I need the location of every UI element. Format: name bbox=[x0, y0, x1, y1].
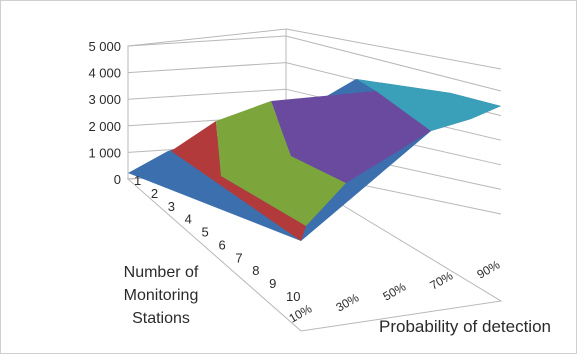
stations-tick-label: 10 bbox=[286, 289, 300, 304]
stations-axis-title-line: Monitoring bbox=[124, 287, 199, 304]
z-tick-label: 0 bbox=[114, 172, 121, 187]
z-gridline bbox=[127, 35, 502, 92]
surface-band-purple bbox=[271, 91, 431, 183]
z-tick-label: 2 000 bbox=[88, 119, 121, 134]
probability-axis-title: Probability of detection bbox=[379, 317, 551, 336]
stations-tick-label: 9 bbox=[269, 276, 276, 291]
stations-tick-label: 7 bbox=[235, 250, 242, 265]
z-tick-label: 5 000 bbox=[88, 39, 121, 54]
stations-tick-label: 6 bbox=[218, 237, 225, 252]
stations-tick-label: 5 bbox=[202, 225, 209, 240]
stations-tick-label: 3 bbox=[168, 199, 175, 214]
probability-tick-label: 90% bbox=[475, 257, 503, 281]
stations-axis-title-line: Number of bbox=[124, 264, 199, 281]
stations-axis-title: Number of Monitoring Stations bbox=[124, 264, 199, 327]
z-tick-label: 3 000 bbox=[88, 92, 121, 107]
stations-tick-label: 4 bbox=[185, 212, 192, 227]
surface-band-teal bbox=[356, 79, 501, 131]
z-tick-label: 1 000 bbox=[88, 145, 121, 160]
stations-tick-label: 8 bbox=[252, 263, 259, 278]
stations-tick-label: 1 bbox=[134, 173, 141, 188]
surface-band-green bbox=[216, 101, 346, 226]
z-axis-labels: 0 1 000 2 000 3 000 4 000 5 000 bbox=[88, 39, 121, 187]
surface-band-red bbox=[171, 121, 306, 241]
z-tick-label: 4 000 bbox=[88, 66, 121, 81]
right-wall-top bbox=[285, 28, 502, 70]
stations-tick-label: 2 bbox=[151, 186, 158, 201]
surface bbox=[128, 79, 501, 241]
stations-axis-title-line: Stations bbox=[132, 310, 190, 327]
